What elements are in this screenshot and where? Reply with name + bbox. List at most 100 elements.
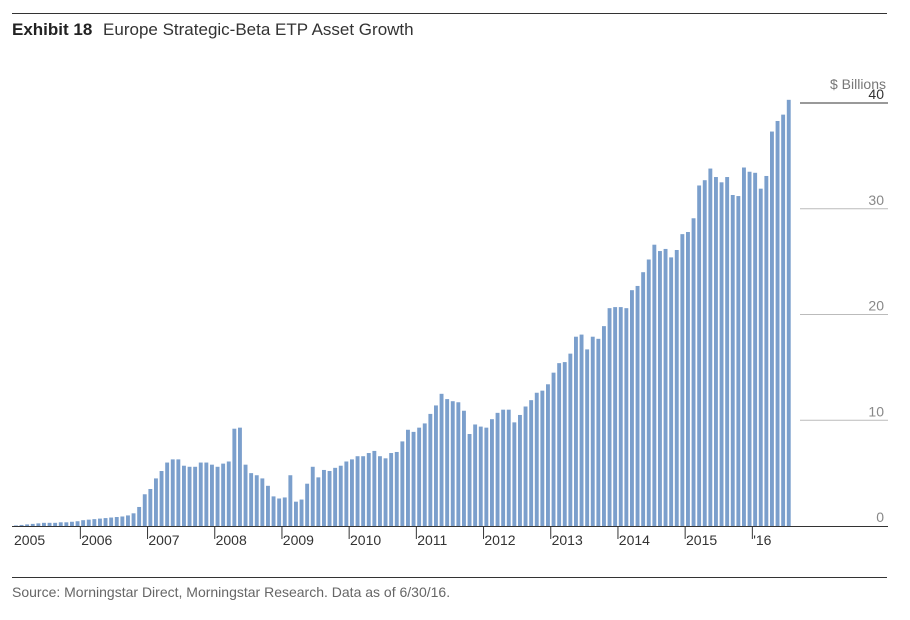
bar xyxy=(439,393,444,526)
x-tick-label: 2006 xyxy=(81,532,112,548)
bar xyxy=(736,196,741,526)
bar xyxy=(484,427,489,526)
bar xyxy=(540,390,545,526)
bar xyxy=(635,285,640,526)
bar xyxy=(142,494,147,526)
bar xyxy=(714,177,718,526)
bar xyxy=(389,453,394,526)
bar xyxy=(518,414,522,526)
bar xyxy=(686,232,690,526)
bar xyxy=(277,498,282,526)
bar xyxy=(742,167,746,526)
bar xyxy=(764,175,769,526)
bar xyxy=(607,308,612,526)
bar xyxy=(523,406,528,526)
bar xyxy=(92,519,97,526)
bar xyxy=(221,463,226,526)
bar xyxy=(422,423,427,526)
bar xyxy=(495,412,500,526)
bottom-rule xyxy=(12,577,887,578)
bar xyxy=(131,513,136,526)
bar xyxy=(226,461,231,526)
bar xyxy=(58,522,63,526)
bar xyxy=(170,459,175,526)
bar xyxy=(232,428,237,526)
bar xyxy=(243,464,248,526)
bar xyxy=(630,290,634,526)
bar xyxy=(288,475,293,526)
bar xyxy=(702,180,707,526)
x-tick-label: 2008 xyxy=(216,532,247,548)
bar xyxy=(579,334,584,526)
bar xyxy=(350,459,354,526)
bar xyxy=(25,524,30,526)
bar xyxy=(19,524,24,526)
bar xyxy=(266,485,270,526)
bar xyxy=(490,419,494,526)
bar xyxy=(103,518,108,526)
bar xyxy=(148,488,153,526)
bar xyxy=(691,218,696,526)
bar xyxy=(355,456,360,526)
y-tick-label: 0 xyxy=(876,509,884,525)
bar xyxy=(282,497,287,526)
bar xyxy=(215,466,220,526)
bar xyxy=(86,519,91,526)
bar xyxy=(154,478,158,526)
bar xyxy=(669,257,674,526)
bar xyxy=(641,272,646,526)
bar xyxy=(529,400,534,526)
bar xyxy=(361,456,366,526)
bar xyxy=(590,336,595,526)
bar xyxy=(333,467,338,526)
bar xyxy=(411,431,416,526)
bar xyxy=(327,471,332,526)
bar xyxy=(506,409,511,526)
bar xyxy=(210,464,214,526)
x-tick-label: 2010 xyxy=(350,532,381,548)
bar xyxy=(126,515,130,526)
bar xyxy=(781,114,786,526)
bar xyxy=(456,402,461,526)
top-rule xyxy=(12,13,887,14)
bar xyxy=(618,307,623,526)
x-tick-label: 2014 xyxy=(619,532,650,548)
bar xyxy=(120,516,125,526)
bar xyxy=(747,171,752,526)
bar xyxy=(602,326,606,526)
bar xyxy=(725,177,730,526)
bar xyxy=(338,465,343,526)
bar xyxy=(434,405,438,526)
bar xyxy=(758,188,763,526)
bar xyxy=(176,459,181,526)
bar xyxy=(198,462,203,526)
bar xyxy=(254,475,259,526)
x-tick-label: 2011 xyxy=(417,532,447,548)
bar xyxy=(473,424,478,526)
x-tick-label: 2007 xyxy=(148,532,179,548)
bar xyxy=(406,429,410,526)
bar xyxy=(478,426,483,526)
bar xyxy=(47,522,52,526)
bar xyxy=(383,458,388,526)
bar xyxy=(730,195,735,526)
bar xyxy=(98,518,102,526)
y-tick-label: 30 xyxy=(868,192,884,208)
bar xyxy=(299,499,304,526)
bar xyxy=(658,251,662,527)
bar xyxy=(114,517,119,526)
source-note: Source: Morningstar Direct, Morningstar … xyxy=(12,584,451,600)
bar xyxy=(680,234,685,526)
bar xyxy=(14,525,18,527)
bar xyxy=(596,338,601,526)
bar xyxy=(187,466,192,526)
bar xyxy=(613,307,618,526)
y-tick-label: 40 xyxy=(868,86,884,102)
bar xyxy=(238,427,242,526)
bar xyxy=(42,522,46,526)
bar xyxy=(652,244,657,526)
bar xyxy=(585,349,590,526)
bar xyxy=(719,182,724,526)
bar xyxy=(305,483,310,526)
bar xyxy=(165,462,170,526)
